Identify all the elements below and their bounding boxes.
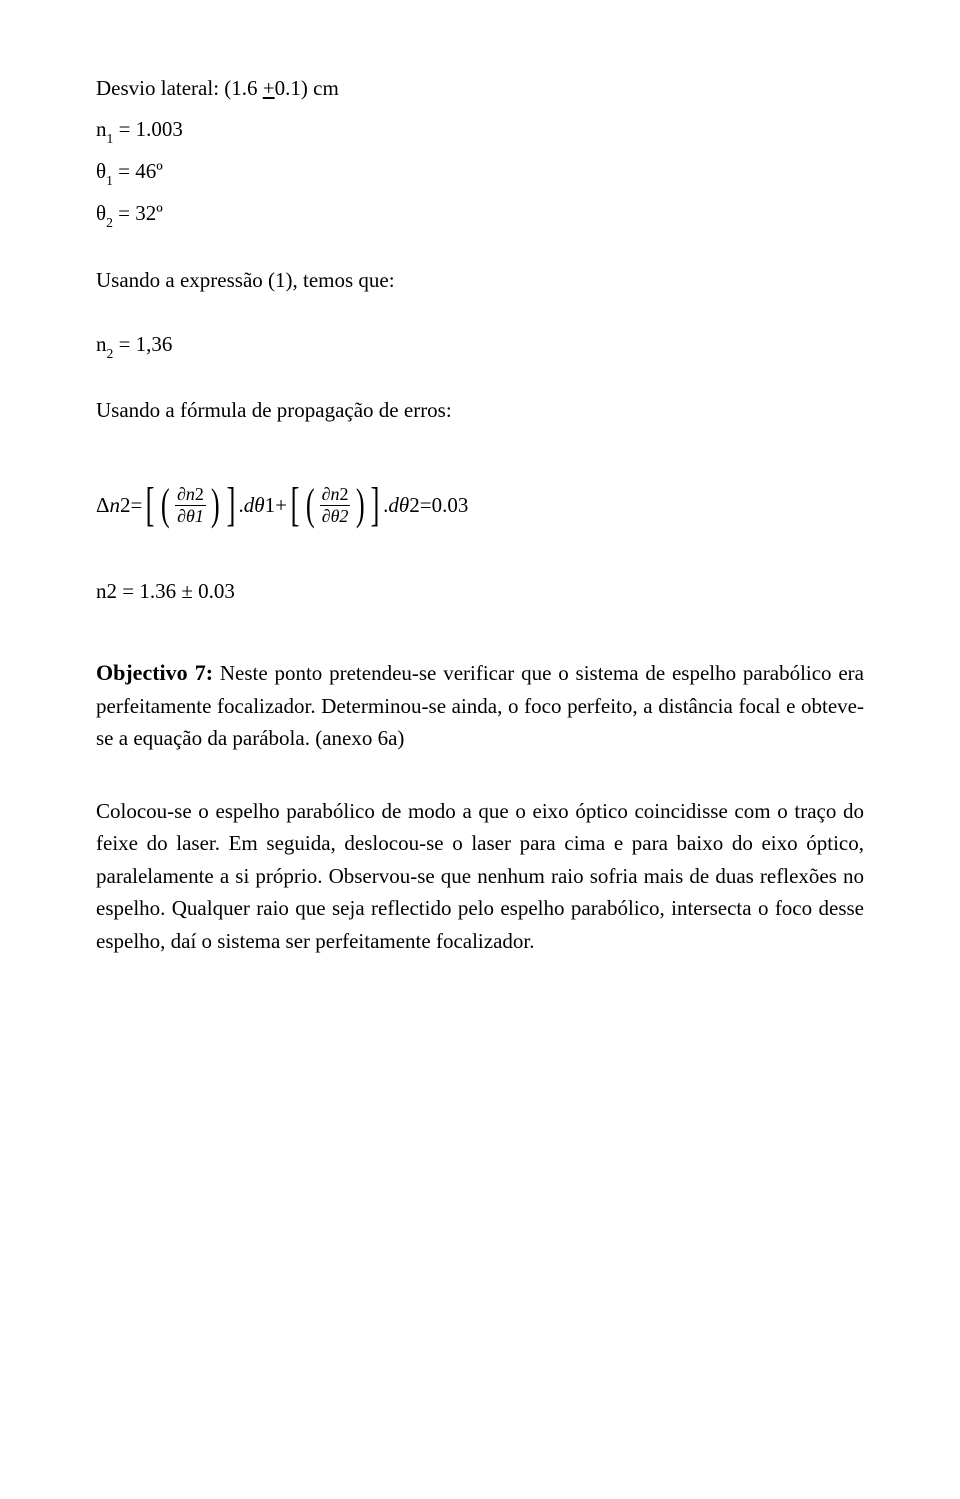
n2-sub: 2 [107, 346, 114, 361]
n1-label: n [96, 117, 107, 141]
n2-line: n2 = 1,36 [96, 328, 864, 362]
lateral-dev-pm: + [263, 76, 275, 100]
left-paren-2: ( [306, 483, 315, 527]
expr-intro: Usando a expressão (1), temos que: [96, 264, 864, 297]
left-bracket-2: [ [291, 481, 300, 529]
body-paragraph-2: Colocou-se o espelho parabólico de modo … [96, 795, 864, 958]
n1-line: n1 = 1.003 [96, 113, 864, 147]
left-bracket-1: [ [146, 481, 155, 529]
delta-symbol: Δ [96, 489, 110, 522]
fraction-1: ∂n2 ∂θ1 [175, 485, 206, 526]
theta2-line: θ2 = 32º [96, 197, 864, 231]
theta2-eq: = 32º [113, 201, 163, 225]
dtheta2: dθ [388, 489, 409, 522]
right-paren-2: ) [355, 483, 364, 527]
error-propagation-formula: Δn2 = [ ( ∂n2 ∂θ1 ) ] .dθ1 + [ ( ∂n2 ∂θ2… [96, 477, 864, 533]
rhs: =0.03 [420, 489, 469, 522]
lateral-deviation: Desvio lateral: (1.6 +0.1) cm [96, 72, 864, 105]
right-paren-1: ) [211, 483, 220, 527]
fraction-2: ∂n2 ∂θ2 [320, 485, 351, 526]
one: 1 [265, 489, 276, 522]
two: 2 [409, 489, 420, 522]
left-paren-1: ( [161, 483, 170, 527]
result-line: n2 = 1.36 ± 0.03 [96, 575, 864, 608]
right-bracket-1: ] [226, 481, 235, 529]
theta2-sub: 2 [106, 215, 113, 230]
right-bracket-2: ] [371, 481, 380, 529]
theta1-eq: = 46º [113, 159, 163, 183]
lateral-dev-text: Desvio lateral: (1.6 [96, 76, 263, 100]
lhs-var: n [110, 489, 121, 522]
n2-label: n [96, 332, 107, 356]
lateral-dev-rest: 0.1) cm [275, 76, 339, 100]
theta1-sub: 1 [106, 173, 113, 188]
lhs-num: 2 [120, 489, 131, 522]
theta1-line: θ1 = 46º [96, 155, 864, 189]
n1-sub: 1 [107, 131, 114, 146]
plus: + [275, 489, 287, 522]
objective-7-paragraph: Objectivo 7: Neste ponto pretendeu-se ve… [96, 656, 864, 755]
n1-eq: = 1.003 [113, 117, 183, 141]
n2-eq: = 1,36 [113, 332, 172, 356]
equals: = [131, 489, 143, 522]
dtheta1: dθ [244, 489, 265, 522]
theta1-label: θ [96, 159, 106, 183]
theta2-label: θ [96, 201, 106, 225]
objective-7-title: Objectivo 7: [96, 660, 213, 685]
prop-intro: Usando a fórmula de propagação de erros: [96, 394, 864, 427]
